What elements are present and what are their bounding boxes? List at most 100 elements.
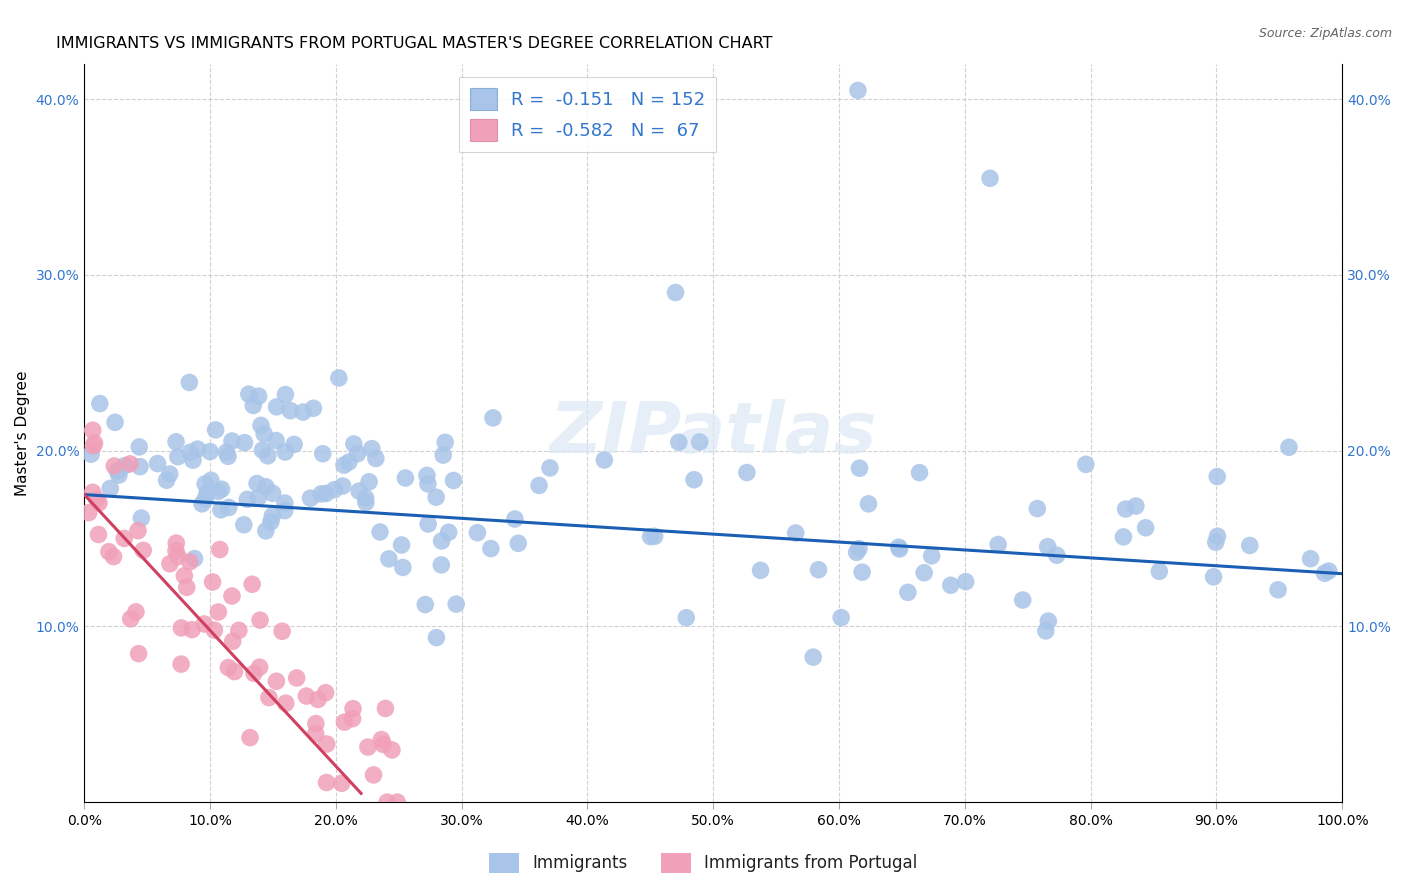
Point	[375, 795, 398, 809]
Point	[845, 545, 868, 559]
Point	[368, 524, 391, 539]
Point	[246, 476, 269, 491]
Point	[364, 451, 387, 466]
Point	[311, 487, 333, 501]
Point	[418, 516, 440, 531]
Point	[183, 551, 205, 566]
Point	[1299, 551, 1322, 566]
Point	[159, 467, 181, 481]
Point	[1038, 614, 1060, 628]
Point	[257, 690, 280, 705]
Point	[82, 423, 104, 437]
Point	[1125, 499, 1147, 513]
Point	[1115, 502, 1137, 516]
Point	[129, 459, 152, 474]
Y-axis label: Master's Degree: Master's Degree	[15, 370, 30, 496]
Point	[292, 405, 315, 419]
Point	[363, 768, 385, 782]
Point	[176, 580, 198, 594]
Point	[252, 443, 274, 458]
Point	[128, 647, 150, 661]
Point	[305, 727, 328, 741]
Point	[97, 544, 120, 558]
Point	[207, 605, 229, 619]
Point	[312, 447, 335, 461]
Point	[120, 457, 142, 471]
Point	[165, 536, 187, 550]
Point	[323, 483, 346, 497]
Point	[979, 171, 1001, 186]
Point	[253, 426, 276, 441]
Point	[467, 525, 489, 540]
Point	[333, 715, 356, 730]
Point	[262, 508, 284, 523]
Point	[167, 549, 190, 564]
Point	[302, 401, 325, 416]
Point	[86, 492, 108, 507]
Point	[357, 475, 380, 489]
Point	[155, 473, 177, 487]
Point	[87, 527, 110, 541]
Point	[785, 526, 807, 541]
Point	[921, 549, 943, 563]
Point	[955, 574, 977, 589]
Point	[271, 624, 294, 639]
Point	[77, 506, 100, 520]
Point	[912, 566, 935, 580]
Point	[201, 574, 224, 589]
Point	[939, 578, 962, 592]
Point	[266, 400, 288, 414]
Point	[208, 542, 231, 557]
Point	[479, 541, 502, 556]
Point	[315, 737, 337, 751]
Point	[264, 434, 287, 448]
Text: ZIPatlas: ZIPatlas	[550, 399, 877, 467]
Point	[240, 577, 263, 591]
Point	[1278, 440, 1301, 454]
Point	[103, 549, 125, 564]
Point	[1046, 548, 1069, 562]
Point	[378, 552, 401, 566]
Point	[260, 515, 283, 529]
Point	[887, 540, 910, 554]
Point	[328, 371, 350, 385]
Point	[527, 478, 550, 492]
Point	[1149, 565, 1171, 579]
Point	[346, 447, 368, 461]
Text: Source: ZipAtlas.com: Source: ZipAtlas.com	[1258, 27, 1392, 40]
Point	[425, 631, 447, 645]
Point	[186, 442, 208, 456]
Point	[170, 621, 193, 635]
Point	[538, 461, 561, 475]
Point	[394, 471, 416, 485]
Point	[170, 657, 193, 671]
Point	[342, 701, 364, 715]
Point	[274, 445, 297, 459]
Point	[482, 410, 505, 425]
Point	[1205, 535, 1227, 549]
Point	[374, 701, 396, 715]
Point	[218, 500, 240, 515]
Point	[249, 660, 271, 674]
Point	[238, 387, 260, 401]
Point	[897, 585, 920, 599]
Point	[179, 555, 201, 569]
Point	[503, 512, 526, 526]
Point	[1267, 582, 1289, 597]
Point	[416, 477, 439, 491]
Point	[243, 666, 266, 681]
Point	[108, 468, 131, 483]
Point	[373, 738, 395, 752]
Point	[1206, 469, 1229, 483]
Point	[266, 674, 288, 689]
Point	[233, 435, 256, 450]
Point	[683, 473, 706, 487]
Point	[179, 445, 201, 459]
Point	[195, 486, 218, 500]
Point	[274, 696, 297, 710]
Point	[749, 563, 772, 577]
Point	[508, 536, 530, 550]
Point	[337, 455, 360, 469]
Point	[200, 473, 222, 487]
Point	[387, 795, 409, 809]
